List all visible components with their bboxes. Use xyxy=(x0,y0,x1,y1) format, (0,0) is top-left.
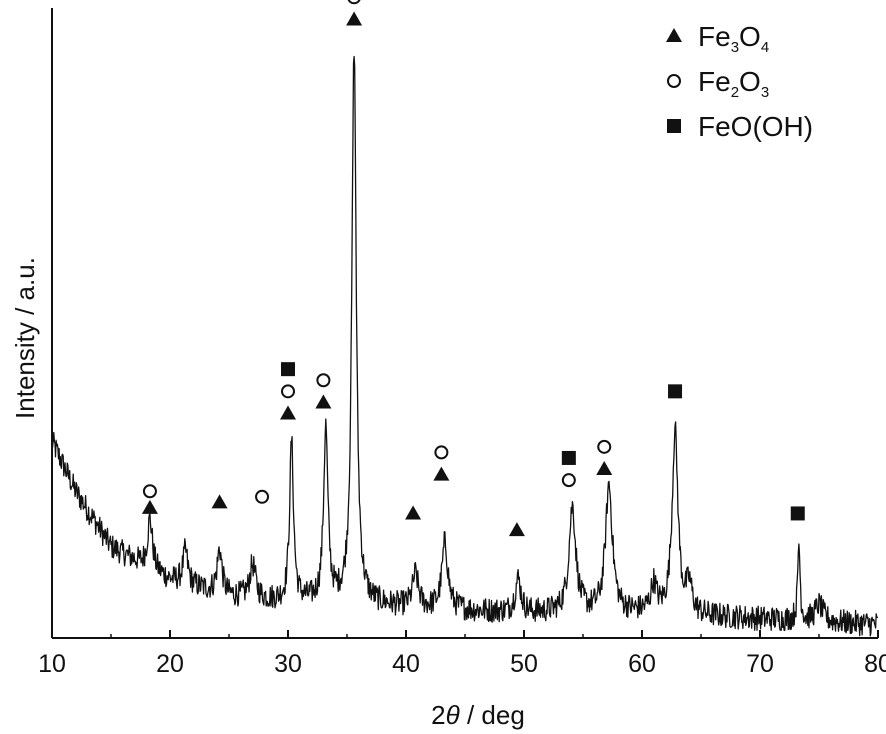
triangle-peak-marker xyxy=(280,405,296,420)
triangle-peak-marker xyxy=(141,499,158,514)
axis-frame xyxy=(51,8,879,639)
triangle-peak-marker xyxy=(433,466,450,481)
diffraction-pattern-line xyxy=(51,55,879,637)
square-peak-marker xyxy=(668,384,683,399)
y-axis-title: Intensity / a.u. xyxy=(10,257,40,419)
series-layer xyxy=(51,55,879,637)
circle-peak-marker xyxy=(561,473,576,488)
triangle-peak-marker xyxy=(211,494,228,509)
triangle-peak-marker xyxy=(346,11,363,26)
x-tick-label: 60 xyxy=(628,650,656,678)
x-axis-title: 2θ / deg xyxy=(431,700,525,730)
legend: Fe3O4 Fe2O3 FeO(OH) xyxy=(666,21,813,142)
circle-peak-marker xyxy=(434,445,449,460)
triangle-peak-marker xyxy=(596,461,613,476)
x-tick-label: 10 xyxy=(38,650,66,678)
x-tick-label: 40 xyxy=(392,650,420,678)
legend-entry-label: FeO(OH) xyxy=(698,111,813,142)
circle-peak-marker xyxy=(347,0,361,5)
peak-markers xyxy=(141,0,805,537)
circle-peak-marker xyxy=(142,484,157,499)
legend-triangle-icon xyxy=(666,28,682,42)
circle-peak-marker xyxy=(316,373,331,388)
triangle-peak-marker xyxy=(315,394,332,409)
square-peak-marker xyxy=(790,506,805,521)
legend-entry-label: Fe3O4 xyxy=(698,21,769,56)
legend-entry-label: Fe2O3 xyxy=(698,66,769,101)
triangle-peak-marker xyxy=(508,522,525,537)
x-tick-labels: 10 20 30 40 50 60 70 80 xyxy=(38,650,886,678)
legend-square-icon xyxy=(667,119,681,133)
x-tick-label: 30 xyxy=(274,650,302,678)
x-tick-label: 50 xyxy=(510,650,538,678)
circle-peak-marker xyxy=(281,384,295,399)
x-tick-label: 80 xyxy=(864,650,886,678)
square-peak-marker xyxy=(281,362,295,377)
square-peak-marker xyxy=(561,450,576,465)
circle-peak-marker xyxy=(255,489,270,504)
x-tick-label: 20 xyxy=(156,650,184,678)
circle-peak-marker xyxy=(597,439,612,454)
triangle-peak-marker xyxy=(405,505,422,520)
x-tick-label: 70 xyxy=(746,650,774,678)
legend-circle-icon xyxy=(667,74,681,88)
